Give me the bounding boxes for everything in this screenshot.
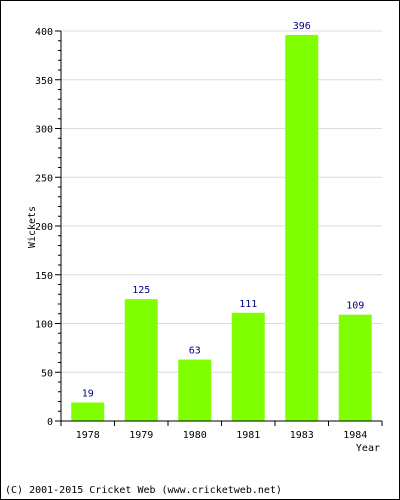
y-tick-label: 400: [35, 27, 53, 38]
y-tick-label: 0: [47, 417, 53, 428]
y-tick-label: 350: [35, 76, 53, 87]
bar: [231, 312, 265, 421]
bar: [338, 314, 372, 421]
bar: [71, 402, 105, 421]
data-label: 19: [82, 388, 94, 399]
data-label: 125: [132, 285, 150, 296]
x-tick-label: 1978: [76, 430, 100, 441]
y-tick-label: 250: [35, 173, 53, 184]
bar: [178, 359, 212, 421]
bar: [124, 299, 158, 421]
x-axis-title: Year: [356, 443, 380, 454]
data-label: 109: [346, 301, 364, 312]
data-label: 111: [239, 299, 257, 310]
bar: [285, 34, 319, 422]
gridlines: [61, 30, 382, 373]
copyright-text: (C) 2001-2015 Cricket Web (www.cricketwe…: [5, 485, 282, 496]
x-tick-label: 1980: [183, 430, 207, 441]
labels: 0 50 100 150 200 250 300 350 400 19 1978 125 1979 63 1…: [35, 21, 367, 441]
y-tick-label: 150: [35, 271, 53, 282]
y-tick-label: 200: [35, 222, 53, 233]
x-tick-label: 1981: [236, 430, 260, 441]
data-label: 63: [189, 346, 201, 357]
y-tick-label: 50: [41, 368, 53, 379]
axes: [55, 30, 383, 426]
data-label: 396: [293, 21, 311, 32]
x-tick-label: 1984: [343, 430, 367, 441]
y-tick-label: 300: [35, 125, 53, 136]
x-tick-label: 1983: [290, 430, 314, 441]
y-axis-title: Wickets: [27, 206, 38, 248]
y-tick-label: 100: [35, 320, 53, 331]
bars: [71, 34, 372, 422]
x-tick-label: 1979: [129, 430, 153, 441]
